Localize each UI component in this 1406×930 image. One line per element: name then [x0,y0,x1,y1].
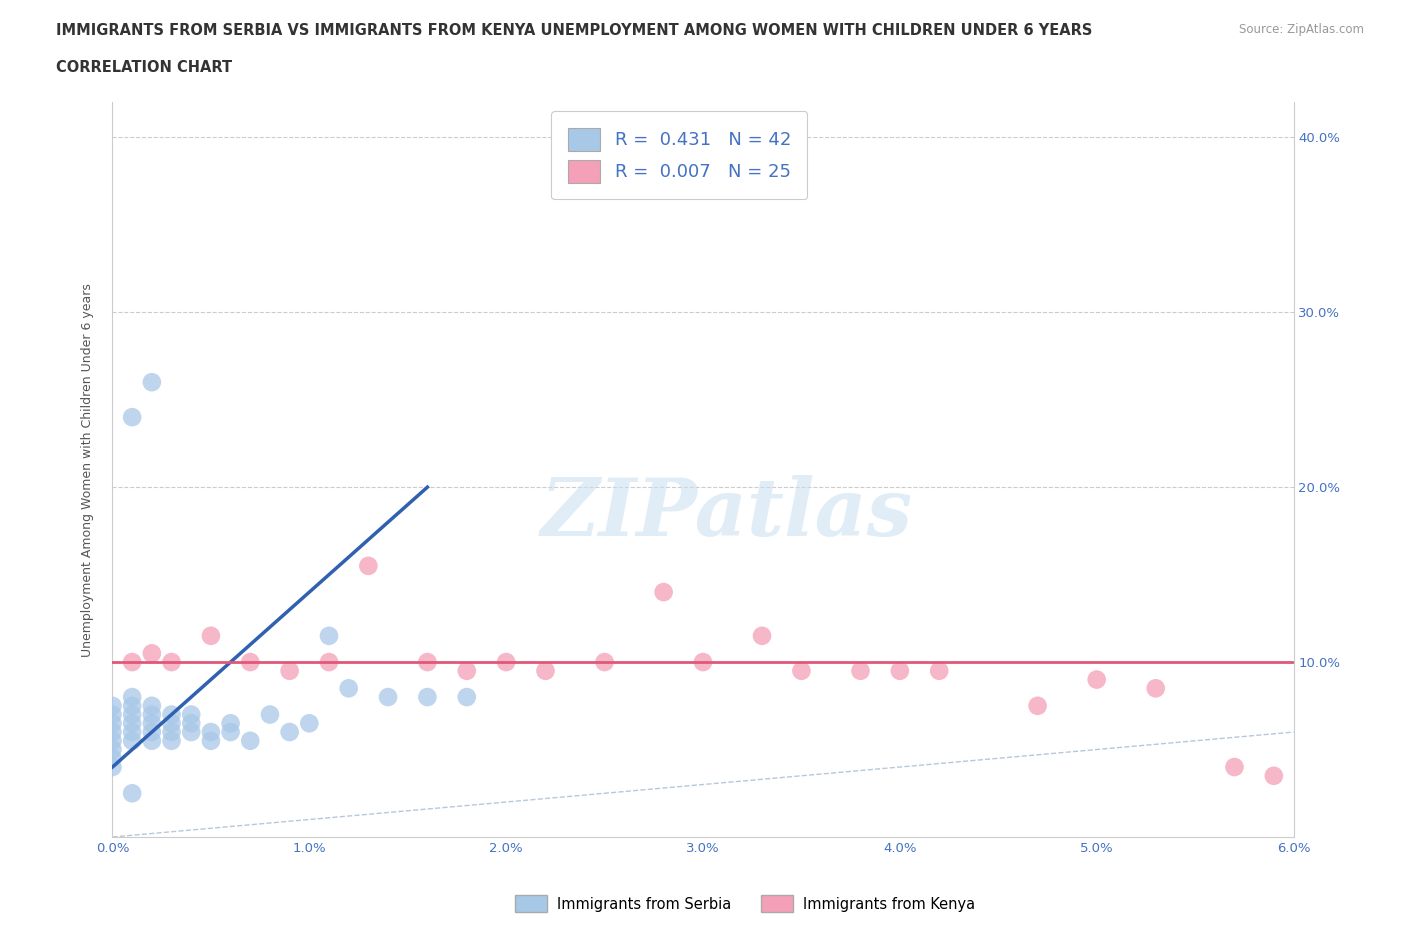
Point [239,734,262,749]
Point [1144,681,1167,696]
Point [239,655,262,670]
Point [141,707,163,722]
Point [849,663,872,678]
Point [337,681,360,696]
Point [416,655,439,670]
Point [200,734,222,749]
Point [160,724,183,739]
Point [318,629,340,644]
Point [1223,760,1246,775]
Point [219,724,242,739]
Point [101,734,124,749]
Point [219,716,242,731]
Point [1085,672,1108,687]
Point [593,655,616,670]
Point [456,690,478,705]
Point [121,655,143,670]
Point [534,663,557,678]
Point [160,716,183,731]
Y-axis label: Unemployment Among Women with Children Under 6 years: Unemployment Among Women with Children U… [80,283,94,657]
Point [200,724,222,739]
Text: Source: ZipAtlas.com: Source: ZipAtlas.com [1239,23,1364,36]
Point [928,663,950,678]
Point [318,655,340,670]
Point [121,698,143,713]
Point [1263,768,1285,783]
Point [416,690,439,705]
Point [889,663,911,678]
Point [1026,698,1049,713]
Point [141,724,163,739]
Point [652,585,675,600]
Point [121,724,143,739]
Legend: R =  0.431   N = 42, R =  0.007   N = 25: R = 0.431 N = 42, R = 0.007 N = 25 [551,112,807,199]
Text: IMMIGRANTS FROM SERBIA VS IMMIGRANTS FROM KENYA UNEMPLOYMENT AMONG WOMEN WITH CH: IMMIGRANTS FROM SERBIA VS IMMIGRANTS FRO… [56,23,1092,38]
Point [121,716,143,731]
Point [101,742,124,757]
Point [121,786,143,801]
Point [141,734,163,749]
Point [121,410,143,425]
Point [357,558,380,573]
Point [160,734,183,749]
Point [790,663,813,678]
Point [692,655,714,670]
Point [121,707,143,722]
Point [377,690,399,705]
Point [141,375,163,390]
Legend: Immigrants from Serbia, Immigrants from Kenya: Immigrants from Serbia, Immigrants from … [509,890,981,918]
Point [298,716,321,731]
Point [495,655,517,670]
Point [101,707,124,722]
Point [751,629,773,644]
Point [101,760,124,775]
Text: ZIPatlas: ZIPatlas [540,475,912,552]
Point [160,655,183,670]
Point [141,645,163,660]
Point [101,698,124,713]
Point [278,724,301,739]
Point [180,724,202,739]
Point [101,716,124,731]
Point [101,724,124,739]
Text: CORRELATION CHART: CORRELATION CHART [56,60,232,75]
Point [200,629,222,644]
Point [121,734,143,749]
Point [456,663,478,678]
Point [180,716,202,731]
Point [180,707,202,722]
Point [121,690,143,705]
Point [278,663,301,678]
Point [160,707,183,722]
Point [101,751,124,765]
Point [141,716,163,731]
Point [141,698,163,713]
Point [259,707,281,722]
